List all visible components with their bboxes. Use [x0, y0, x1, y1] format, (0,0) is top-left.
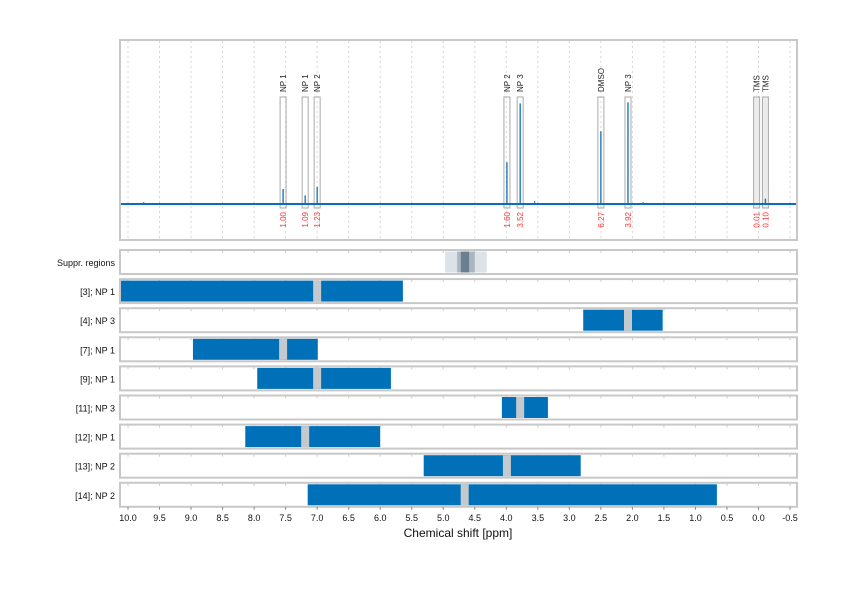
- x-tick-label: 1.0: [689, 513, 702, 523]
- peak-label: DMSO: [597, 68, 606, 92]
- integral-label: 3.92: [624, 211, 633, 227]
- peak-marker: [313, 367, 322, 389]
- assignment-row-label: [9]; NP 1: [80, 374, 115, 384]
- peak-region-box: [503, 96, 511, 209]
- x-tick-label: 9.5: [153, 513, 166, 523]
- x-tick-label: 7.0: [311, 513, 324, 523]
- suppression-row-label: Suppr. regions: [57, 258, 116, 268]
- range-bar: [257, 367, 391, 389]
- peak-marker: [516, 397, 525, 418]
- x-tick-label: 5.0: [437, 513, 450, 523]
- x-tick-label: 5.5: [405, 513, 418, 523]
- peak-region-box: [761, 96, 769, 209]
- range-bar: [307, 484, 717, 506]
- assignment-row-label: [14]; NP 2: [75, 491, 115, 501]
- peak-region-box: [279, 96, 287, 209]
- peak-marker: [279, 338, 288, 360]
- x-tick-label: 7.5: [279, 513, 292, 523]
- x-tick-label: 0.0: [752, 513, 765, 523]
- peak-marker: [301, 426, 310, 448]
- assignment-row-label: [11]; NP 3: [76, 404, 115, 414]
- x-tick-label: 8.0: [248, 513, 261, 523]
- peak-label: TMS: [761, 75, 770, 92]
- peak-region-box: [301, 96, 309, 209]
- peak-label: NP 2: [313, 74, 322, 92]
- peak-marker: [502, 455, 511, 477]
- assignment-row-label: [3]; NP 1: [80, 287, 115, 297]
- integral-label: 0.10: [761, 211, 770, 227]
- x-tick-label: 8.5: [216, 513, 229, 523]
- peak-label: NP 1: [279, 74, 288, 92]
- integral-label: 1.23: [313, 211, 322, 227]
- peak-marker: [623, 309, 632, 331]
- x-axis-label: Chemical shift [ppm]: [404, 526, 513, 540]
- x-tick-label: -0.5: [782, 513, 798, 523]
- peak-region-box: [516, 96, 524, 209]
- peak-label: NP 2: [503, 74, 512, 92]
- x-tick-label: 2.0: [626, 513, 639, 523]
- peak-label: NP 3: [624, 74, 633, 92]
- assignment-row-panel: [119, 307, 798, 334]
- peak-label: NP 1: [301, 74, 310, 92]
- peak-region-box: [313, 96, 321, 209]
- integral-label: 0.01: [753, 211, 762, 227]
- assignment-row-label: [7]; NP 1: [80, 345, 115, 355]
- assignment-row-label: [12]; NP 1: [75, 433, 115, 443]
- assignment-row-panel: [119, 423, 798, 450]
- integral-label: 1.00: [279, 211, 288, 227]
- assignment-row-label: [13]; NP 2: [75, 462, 115, 472]
- range-bar: [423, 455, 581, 477]
- x-tick-label: 9.0: [185, 513, 198, 523]
- integral-label: 6.27: [597, 211, 606, 227]
- x-tick-label: 3.0: [563, 513, 576, 523]
- x-tick-label: 3.5: [532, 513, 545, 523]
- range-bar: [583, 309, 663, 331]
- peak-marker: [460, 484, 469, 506]
- x-tick-label: 1.5: [658, 513, 671, 523]
- range-bar: [501, 397, 548, 418]
- range-bar: [245, 426, 381, 448]
- peak-region-box: [753, 96, 761, 209]
- integral-label: 3.52: [516, 211, 525, 227]
- peak-marker: [313, 280, 322, 302]
- peak-region-box: [597, 96, 605, 209]
- peak-label: NP 3: [516, 74, 525, 92]
- x-tick-label: 6.0: [374, 513, 387, 523]
- x-tick-label: 4.5: [469, 513, 482, 523]
- peak-region-box: [624, 96, 632, 209]
- x-tick-label: 0.5: [721, 513, 734, 523]
- range-bar: [192, 338, 318, 360]
- x-tick-label: 6.5: [342, 513, 355, 523]
- integral-label: 1.09: [301, 211, 310, 227]
- x-tick-label: 10.0: [119, 513, 137, 523]
- x-tick-label: 4.0: [500, 513, 513, 523]
- integral-label: 1.60: [503, 211, 512, 227]
- peak-label: TMS: [753, 75, 762, 92]
- suppression-region: [460, 251, 470, 273]
- assignment-row-panel: [119, 394, 798, 421]
- assignment-row-label: [4]; NP 3: [80, 316, 115, 326]
- assignment-row-panel: [119, 365, 798, 392]
- x-tick-label: 2.5: [595, 513, 608, 523]
- spectrum-panel: [119, 39, 798, 241]
- range-bar: [121, 280, 403, 302]
